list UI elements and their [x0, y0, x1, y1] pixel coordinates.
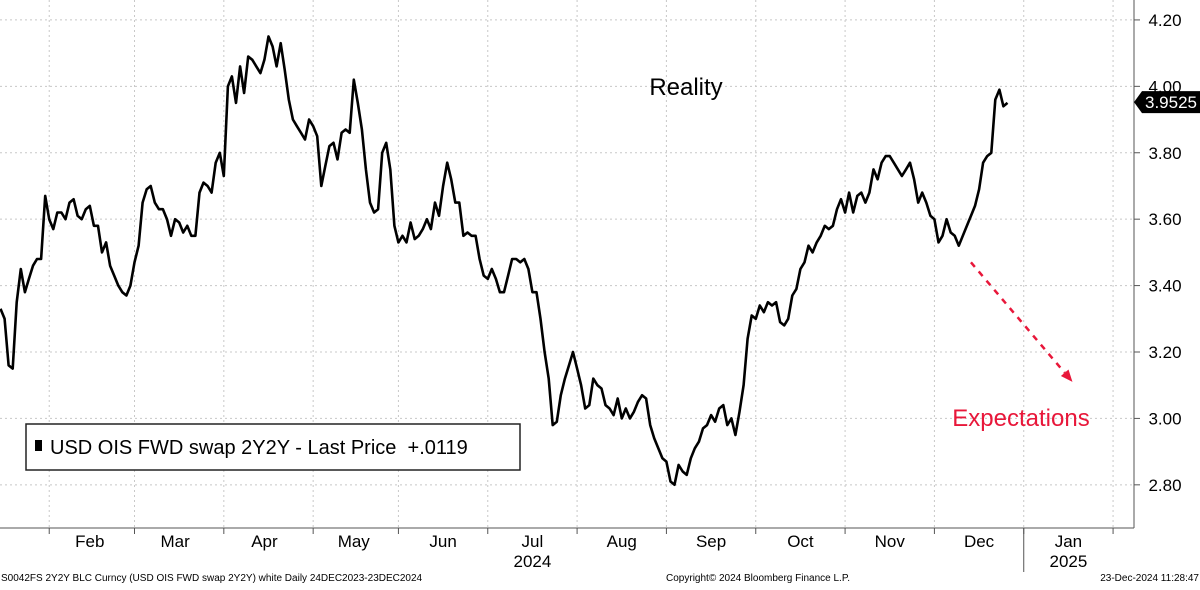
x-tick-label: Aug	[607, 532, 637, 551]
y-tick-label: 3.60	[1148, 210, 1181, 229]
annotation-expectations: Expectations	[952, 405, 1089, 432]
y-tick-label: 3.20	[1148, 343, 1181, 362]
y-axis-ticks: 2.803.003.203.403.603.804.004.20	[1134, 11, 1182, 495]
expectations-arrow-head	[1060, 369, 1073, 382]
last-value-box	[1134, 91, 1200, 114]
legend-box	[25, 423, 521, 471]
y-tick-label: 3.80	[1148, 144, 1181, 163]
annotations: Reality Expectations	[649, 74, 1089, 432]
x-year-label: 2024	[514, 552, 552, 571]
last-value-label: 3.9525	[1145, 93, 1197, 112]
x-tick-label: Nov	[875, 532, 906, 551]
footer-copyright: Copyright© 2024 Bloomberg Finance L.P.	[666, 573, 850, 584]
plot-frame	[0, 0, 1135, 529]
x-year-label: 2025	[1049, 552, 1087, 571]
legend-marker	[35, 440, 42, 451]
y-tick-label: 2.80	[1148, 476, 1181, 495]
footer-source: S0042FS 2Y2Y BLC Curncy (USD OIS FWD swa…	[1, 573, 423, 584]
x-tick-label: Feb	[75, 532, 104, 551]
expectations-arrow-line	[970, 261, 1066, 374]
footer-timestamp: 23-Dec-2024 11:28:47	[1100, 573, 1199, 584]
footer: S0042FS 2Y2Y BLC Curncy (USD OIS FWD swa…	[1, 573, 1199, 584]
y-tick-label: 3.40	[1148, 277, 1181, 296]
x-tick-label: Sep	[696, 532, 726, 551]
x-tick-label: Jun	[429, 532, 456, 551]
x-tick-label: Oct	[787, 532, 814, 551]
x-axis-ticks: Feb Mar Apr May Jun Jul Aug Sep Oct Nov Dec Jan 2024…	[48, 528, 1114, 572]
x-tick-label: Mar	[160, 532, 190, 551]
x-tick-label: Apr	[251, 532, 278, 551]
x-tick-label: Jul	[522, 532, 544, 551]
x-tick-label: Jan	[1055, 532, 1082, 551]
y-tick-label: 4.20	[1148, 11, 1181, 30]
legend: USD OIS FWD swap 2Y2Y - Last Price +.011…	[25, 423, 521, 471]
series-group	[0, 35, 1009, 487]
series-line	[0, 35, 1009, 487]
y-tick-label: 3.00	[1148, 409, 1181, 428]
annotation-reality: Reality	[649, 74, 722, 101]
x-tick-label: May	[338, 532, 371, 551]
legend-text: USD OIS FWD swap 2Y2Y - Last Price +.011…	[50, 437, 468, 459]
last-value-marker: 3.9525	[1134, 91, 1200, 114]
x-tick-label: Dec	[964, 532, 995, 551]
